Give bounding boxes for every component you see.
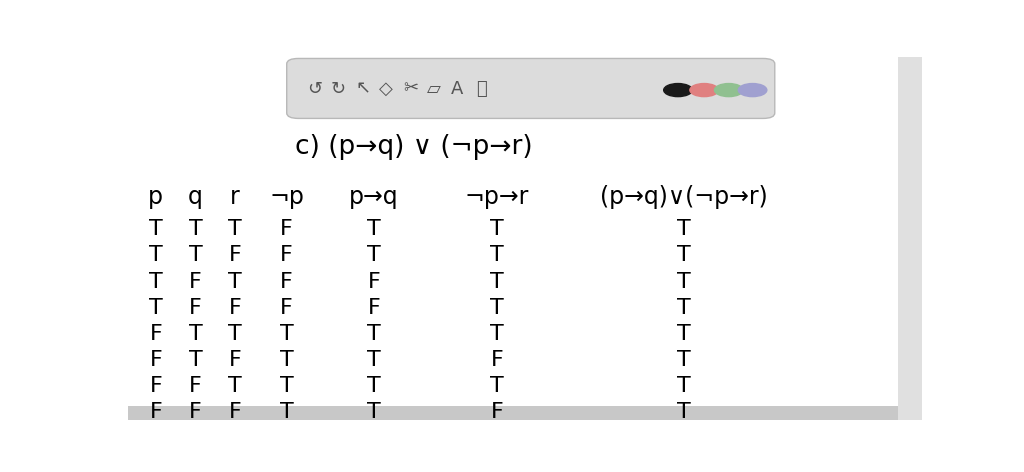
Text: T: T xyxy=(677,376,690,396)
Text: ↻: ↻ xyxy=(331,80,346,98)
Text: F: F xyxy=(368,271,380,292)
Text: T: T xyxy=(677,245,690,265)
Text: T: T xyxy=(280,324,294,344)
Text: T: T xyxy=(677,219,690,239)
Text: ¬p→r: ¬p→r xyxy=(465,185,529,209)
Text: A: A xyxy=(452,80,464,98)
Text: F: F xyxy=(228,403,242,422)
Text: F: F xyxy=(150,324,162,344)
Text: T: T xyxy=(148,271,163,292)
FancyBboxPatch shape xyxy=(287,59,775,118)
Circle shape xyxy=(664,84,692,97)
Circle shape xyxy=(690,84,719,97)
Text: T: T xyxy=(228,271,242,292)
Text: F: F xyxy=(281,219,293,239)
Text: p→q: p→q xyxy=(349,185,398,209)
Text: 🖼: 🖼 xyxy=(476,80,487,98)
Text: T: T xyxy=(280,350,294,370)
Text: F: F xyxy=(490,403,504,422)
Text: T: T xyxy=(148,298,163,318)
Text: T: T xyxy=(368,376,381,396)
Text: T: T xyxy=(490,245,504,265)
Text: ✂: ✂ xyxy=(403,80,418,98)
Text: ¬p: ¬p xyxy=(269,185,304,209)
Text: (p→q)∨(¬p→r): (p→q)∨(¬p→r) xyxy=(600,185,767,209)
Text: ↺: ↺ xyxy=(307,80,323,98)
Bar xyxy=(898,57,922,420)
Text: T: T xyxy=(368,324,381,344)
Text: T: T xyxy=(677,271,690,292)
Text: T: T xyxy=(228,376,242,396)
Text: F: F xyxy=(150,376,162,396)
Text: T: T xyxy=(368,219,381,239)
Text: T: T xyxy=(280,376,294,396)
Text: T: T xyxy=(490,219,504,239)
Text: p: p xyxy=(148,185,163,209)
Text: T: T xyxy=(490,271,504,292)
Text: c) (p→q) ∨ (¬p→r): c) (p→q) ∨ (¬p→r) xyxy=(295,135,532,160)
Text: F: F xyxy=(281,245,293,265)
Text: F: F xyxy=(189,271,202,292)
Text: T: T xyxy=(490,376,504,396)
Text: T: T xyxy=(188,245,203,265)
Text: F: F xyxy=(150,403,162,422)
Text: T: T xyxy=(148,219,163,239)
Text: F: F xyxy=(189,403,202,422)
Text: T: T xyxy=(677,298,690,318)
Circle shape xyxy=(715,84,743,97)
Text: F: F xyxy=(189,376,202,396)
Text: T: T xyxy=(148,245,163,265)
Text: ↖: ↖ xyxy=(355,80,371,98)
Text: F: F xyxy=(228,350,242,370)
Text: F: F xyxy=(281,298,293,318)
Text: T: T xyxy=(368,350,381,370)
Text: T: T xyxy=(228,324,242,344)
Text: T: T xyxy=(188,350,203,370)
Text: T: T xyxy=(280,403,294,422)
Text: T: T xyxy=(677,403,690,422)
Bar xyxy=(128,405,922,420)
Text: F: F xyxy=(490,350,504,370)
Text: F: F xyxy=(150,350,162,370)
Text: r: r xyxy=(230,185,240,209)
Text: ▱: ▱ xyxy=(427,80,440,98)
Text: T: T xyxy=(368,245,381,265)
Text: T: T xyxy=(490,324,504,344)
Text: T: T xyxy=(677,350,690,370)
Text: q: q xyxy=(188,185,203,209)
Circle shape xyxy=(738,84,767,97)
Text: T: T xyxy=(228,219,242,239)
Text: T: T xyxy=(490,298,504,318)
Text: F: F xyxy=(281,271,293,292)
Text: T: T xyxy=(677,324,690,344)
Text: F: F xyxy=(368,298,380,318)
Text: F: F xyxy=(189,298,202,318)
Text: T: T xyxy=(188,324,203,344)
Text: F: F xyxy=(228,298,242,318)
Text: T: T xyxy=(188,219,203,239)
Text: F: F xyxy=(228,245,242,265)
Text: T: T xyxy=(368,403,381,422)
Text: ◇: ◇ xyxy=(379,80,393,98)
